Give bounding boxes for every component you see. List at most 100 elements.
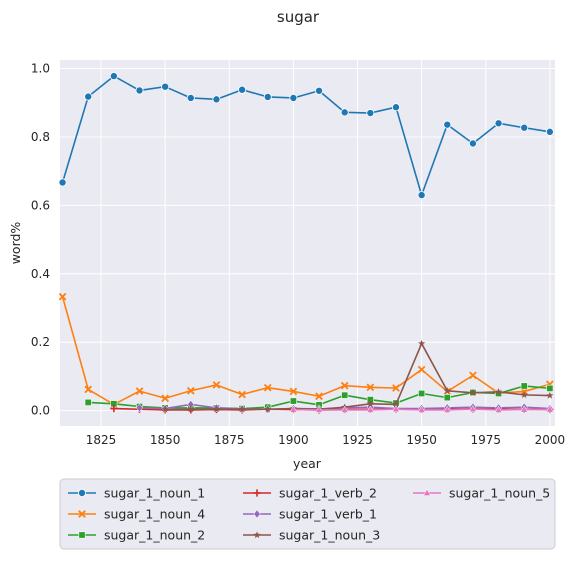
data-point — [341, 391, 349, 399]
data-point — [186, 93, 195, 102]
data-point — [186, 386, 195, 395]
series-line — [165, 342, 550, 411]
legend-item: sugar_1_verb_1 — [243, 507, 377, 522]
x-tick-label: 1900 — [278, 433, 309, 447]
data-point — [289, 387, 298, 396]
legend-label: sugar_1_noun_4 — [104, 507, 205, 522]
data-point — [546, 384, 554, 392]
legend-label: sugar_1_noun_5 — [449, 486, 550, 501]
data-point — [366, 405, 375, 413]
data-point — [443, 405, 452, 413]
series-line — [61, 75, 550, 196]
data-point — [238, 85, 247, 94]
data-point — [84, 385, 93, 394]
data-point — [469, 389, 477, 396]
data-point — [391, 103, 400, 112]
data-point — [161, 82, 170, 91]
data-point — [366, 399, 374, 407]
data-point — [443, 386, 451, 394]
series-line — [61, 296, 551, 406]
data-point — [135, 387, 144, 395]
legend-item: sugar_1_noun_5 — [413, 486, 550, 501]
legend-marker — [78, 531, 86, 539]
series-sugar_1_noun_1 — [58, 72, 554, 200]
data-point — [135, 403, 144, 413]
x-tick-label: 1925 — [342, 433, 373, 447]
data-point — [417, 405, 426, 413]
data-point — [212, 95, 221, 104]
data-point — [187, 405, 195, 413]
data-point — [135, 86, 144, 95]
y-tick-label: 0.0 — [31, 404, 50, 418]
data-point — [417, 191, 426, 200]
data-point — [418, 390, 426, 398]
legend-marker — [78, 488, 87, 497]
y-tick-label: 0.6 — [31, 198, 50, 212]
data-point — [289, 405, 298, 413]
plot-background — [60, 60, 555, 426]
data-point — [263, 383, 272, 392]
x-tick-label: 1950 — [406, 433, 437, 447]
data-point — [545, 405, 554, 413]
data-point — [289, 93, 298, 102]
data-point — [545, 127, 554, 136]
data-point — [238, 390, 246, 399]
data-point — [469, 404, 477, 413]
legend-item: sugar_1_noun_2 — [68, 528, 205, 543]
y-tick-label: 0.8 — [31, 130, 50, 144]
x-tick-label: 1850 — [150, 433, 181, 447]
series-sugar_1_noun_4 — [58, 292, 554, 409]
legend-marker — [253, 489, 261, 497]
data-point — [494, 387, 503, 395]
x-tick-label: 1825 — [86, 433, 117, 447]
series-sugar_1_noun_5 — [289, 404, 554, 413]
data-point — [84, 92, 93, 101]
data-point — [110, 404, 118, 413]
data-point — [520, 382, 528, 390]
data-point — [443, 394, 451, 402]
legend-marker — [253, 531, 261, 539]
data-point — [238, 405, 246, 413]
data-point — [161, 405, 169, 413]
x-tick-label: 2000 — [535, 433, 566, 447]
data-point — [315, 86, 324, 95]
data-point — [58, 178, 67, 187]
data-point — [520, 391, 528, 398]
data-point — [263, 92, 272, 101]
x-tick-label: 1975 — [470, 433, 501, 447]
data-point — [161, 394, 169, 403]
data-point — [520, 123, 529, 132]
data-point — [392, 404, 400, 413]
legend-label: sugar_1_verb_1 — [279, 507, 377, 522]
series-layer — [58, 72, 554, 414]
data-point — [546, 391, 554, 399]
legend-marker — [253, 509, 261, 519]
x-axis-label: year — [293, 456, 322, 471]
data-point — [418, 339, 426, 347]
chart-title: sugar — [277, 8, 320, 26]
data-point — [520, 405, 529, 413]
data-point — [494, 405, 503, 413]
legend-frame — [59, 478, 556, 550]
data-point — [443, 120, 452, 129]
data-point — [392, 384, 400, 392]
legend: sugar_1_noun_1 sugar_1_noun_4 sugar_1_noun… — [59, 478, 556, 550]
data-point — [366, 383, 375, 392]
data-point — [468, 139, 477, 148]
data-point — [392, 400, 400, 408]
data-point — [289, 397, 297, 405]
data-point — [315, 405, 323, 413]
tick-labels: 1825 1850 1875 1900 1925 1950 1975 2000 0.0 0.2 0.… — [31, 62, 565, 447]
legend-item: sugar_1_verb_2 — [243, 486, 377, 501]
data-point — [315, 392, 323, 401]
legend-label: sugar_1_noun_3 — [279, 528, 380, 543]
data-point — [340, 381, 349, 390]
legend-label: sugar_1_verb_2 — [279, 486, 377, 501]
legend-item: sugar_1_noun_1 — [68, 486, 205, 501]
data-point — [469, 371, 477, 380]
legend-label: sugar_1_noun_1 — [104, 486, 205, 501]
x-tick-label: 1875 — [214, 433, 245, 447]
data-point — [84, 398, 92, 406]
